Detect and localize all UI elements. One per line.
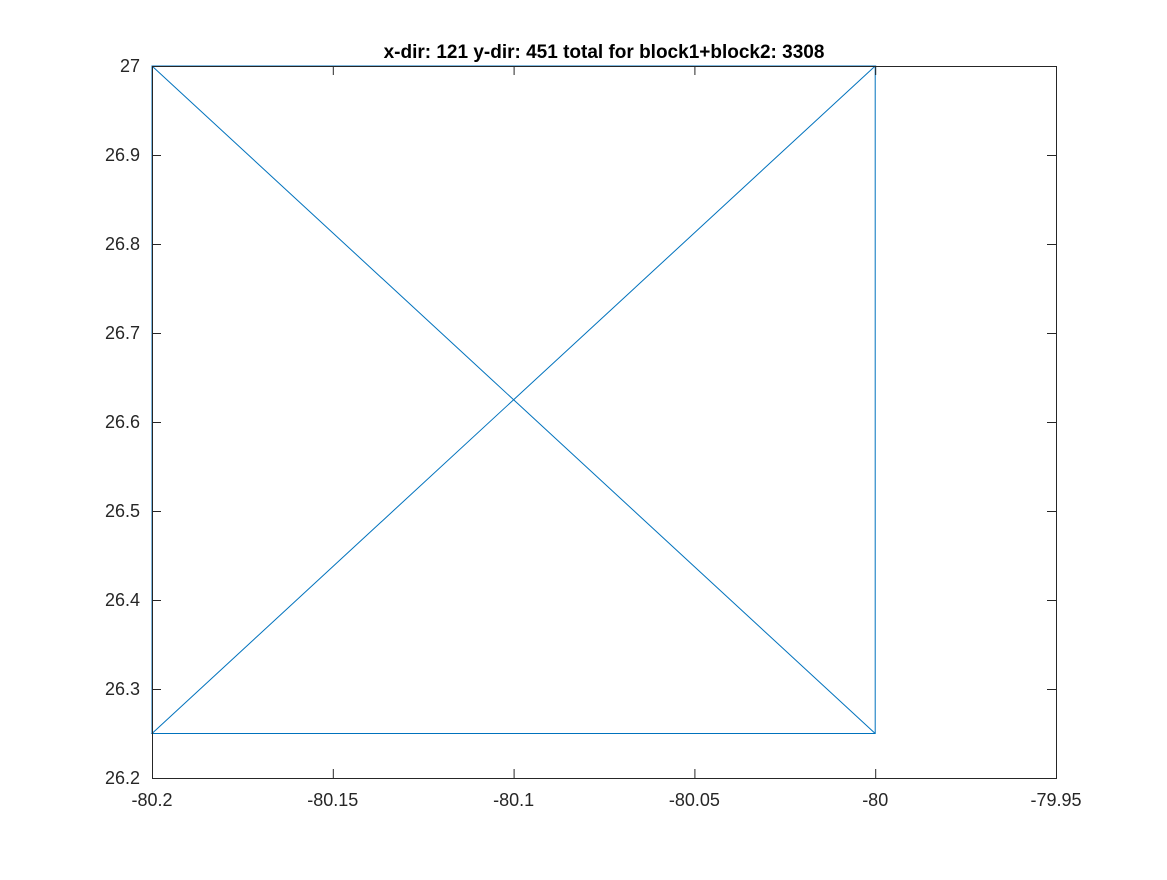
y-tick-label: 26.3 <box>105 679 140 699</box>
y-tick-label: 26.5 <box>105 501 140 521</box>
y-tick-label: 26.9 <box>105 145 140 165</box>
y-tick-label: 26.4 <box>105 590 140 610</box>
x-tick-label: -80.15 <box>307 790 358 810</box>
y-tick-label: 26.6 <box>105 412 140 432</box>
plot-background <box>152 66 1056 778</box>
series-line-2 <box>151 65 876 734</box>
y-tick-label: 27 <box>120 56 140 76</box>
y-tick-label: 26.7 <box>105 323 140 343</box>
chart-title: x-dir: 121 y-dir: 451 total for block1+b… <box>384 42 825 63</box>
x-tick-label: -80.1 <box>493 790 534 810</box>
x-tick-label: -80.2 <box>131 790 172 810</box>
x-tick-label: -80 <box>862 790 888 810</box>
y-tick-label: 26.2 <box>105 768 140 788</box>
y-tick-label: 26.8 <box>105 234 140 254</box>
x-tick-label: -79.95 <box>1030 790 1081 810</box>
x-tick-label: -80.05 <box>669 790 720 810</box>
ticks-layer: -80.2 -80.15 -80.1 -80.05 -80 -79.95 26.2 26.3 2… <box>105 56 1082 810</box>
